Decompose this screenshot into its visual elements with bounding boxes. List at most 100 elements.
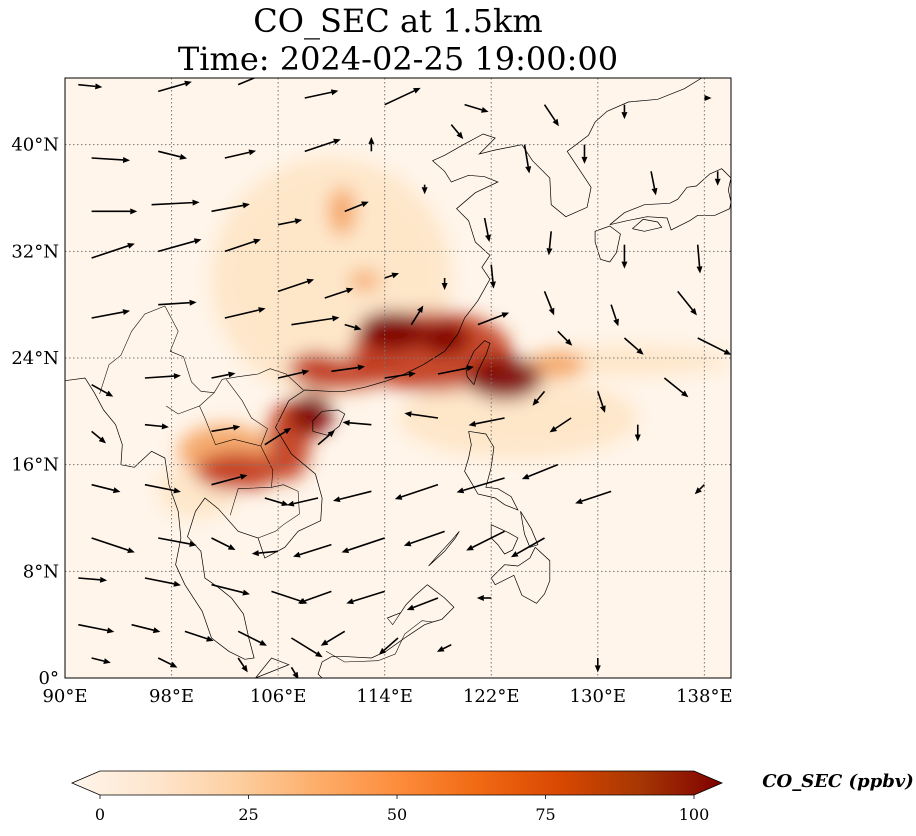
wind-arrow xyxy=(677,290,697,316)
wind-arrow xyxy=(368,136,375,152)
map-subtitle-time: Time: 2024-02-25 19:00:00 xyxy=(177,40,619,78)
wind-arrow xyxy=(158,238,202,253)
wind-arrow xyxy=(264,497,289,507)
wind-arrow xyxy=(346,590,385,605)
lat-tick-label: 0° xyxy=(39,668,59,689)
wind-arrow xyxy=(510,537,545,558)
wind-arrow xyxy=(293,543,332,558)
wind-arrow xyxy=(384,87,421,106)
coastline xyxy=(255,657,290,678)
wind-arrow xyxy=(91,309,131,319)
country-border xyxy=(222,368,304,391)
country-border xyxy=(258,484,300,539)
wind-arrow xyxy=(277,369,310,379)
lon-tick-label: 106°E xyxy=(250,686,307,707)
wind-arrow xyxy=(264,427,292,446)
wind-arrow xyxy=(78,623,115,634)
lon-tick-label: 122°E xyxy=(463,686,520,707)
lat-tick-label: 40°N xyxy=(11,135,59,156)
wind-arrow xyxy=(78,83,103,90)
wind-arrow xyxy=(621,104,628,120)
wind-arrow xyxy=(251,550,279,557)
plume-mid xyxy=(348,271,381,290)
wind-arrow xyxy=(696,244,703,274)
wind-arrow xyxy=(144,577,181,587)
wind-arrow xyxy=(450,124,464,140)
wind-arrow xyxy=(91,156,131,163)
wind-arrow xyxy=(91,383,114,397)
wind-arrow xyxy=(575,490,612,504)
wind-arrow xyxy=(489,264,496,289)
country-border xyxy=(387,612,401,626)
coastline xyxy=(520,511,539,548)
wind-arrow xyxy=(211,371,236,379)
wind-arrow xyxy=(421,184,428,195)
wind-arrow xyxy=(331,364,365,373)
wind-arrow xyxy=(211,537,236,550)
coastline xyxy=(609,168,731,231)
colorbar-tick-label: 75 xyxy=(535,805,555,824)
wind-arrow xyxy=(237,657,248,673)
coastline xyxy=(464,430,519,511)
map-title: CO_SEC at 1.5km xyxy=(253,2,543,40)
wind-arrow xyxy=(224,307,266,319)
wind-arrow xyxy=(546,231,553,256)
wind-arrow xyxy=(410,305,424,326)
wind-arrow xyxy=(224,238,261,253)
plume-peak xyxy=(420,322,469,354)
wind-arrow xyxy=(286,497,319,507)
wind-arrow xyxy=(158,299,197,306)
wind-arrow xyxy=(317,430,335,446)
wind-arrow xyxy=(91,208,138,215)
wind-arrow xyxy=(91,242,135,259)
wind-arrow xyxy=(532,390,546,406)
colorbar: 0 25 50 75 100 CO_SEC (ppbv) xyxy=(70,770,914,824)
wind-arrow xyxy=(521,463,559,480)
plume-high xyxy=(288,352,343,385)
wind-arrow xyxy=(157,657,178,668)
wind-arrow xyxy=(549,417,572,433)
map-frame xyxy=(64,77,732,679)
coastline xyxy=(594,225,621,263)
wind-arrow xyxy=(483,217,491,242)
country-border xyxy=(325,620,433,663)
wind-arrow xyxy=(297,590,332,604)
wind-arrow xyxy=(476,595,492,601)
wind-arrow xyxy=(224,149,257,159)
plume-peak xyxy=(358,311,425,352)
plume-peak xyxy=(290,392,333,436)
plume-low xyxy=(398,378,638,458)
plume-peak xyxy=(467,356,542,400)
wind-arrow xyxy=(211,583,250,596)
lon-tick-label: 90°E xyxy=(42,686,87,707)
country-border xyxy=(164,305,223,393)
wind-arrow xyxy=(78,576,108,583)
wind-arrow xyxy=(466,530,505,551)
lat-tick-label: 8°N xyxy=(23,561,59,582)
plume-mid xyxy=(328,187,356,236)
wind-arrow xyxy=(543,291,555,316)
wind-arrow xyxy=(394,483,439,500)
wind-arrow xyxy=(704,95,712,101)
wind-arrow xyxy=(344,323,362,331)
wind-arrow xyxy=(581,144,588,164)
wind-arrow xyxy=(557,330,573,346)
wind-arrow xyxy=(384,272,400,279)
wind-arrow xyxy=(237,630,267,646)
wind-arrow xyxy=(468,417,505,427)
wind-arrow xyxy=(378,637,399,655)
wind-arrow xyxy=(406,597,439,611)
colorbar-tick-label: 100 xyxy=(679,805,710,824)
coastline xyxy=(65,78,702,660)
colorbar-ramp xyxy=(70,770,724,796)
lat-tick-label: 32°N xyxy=(11,241,59,262)
wind-arrow xyxy=(211,473,248,486)
wind-arrow xyxy=(342,419,372,426)
map-area xyxy=(65,78,731,678)
wind-arrow xyxy=(91,430,107,444)
wind-arrow xyxy=(403,530,445,547)
wind-arrow xyxy=(290,666,299,678)
wind-arrow xyxy=(543,104,559,127)
wind-arrow xyxy=(91,657,111,665)
latitude-tick-labels: 0° 8°N 16°N 24°N 32°N 40°N xyxy=(11,135,59,689)
